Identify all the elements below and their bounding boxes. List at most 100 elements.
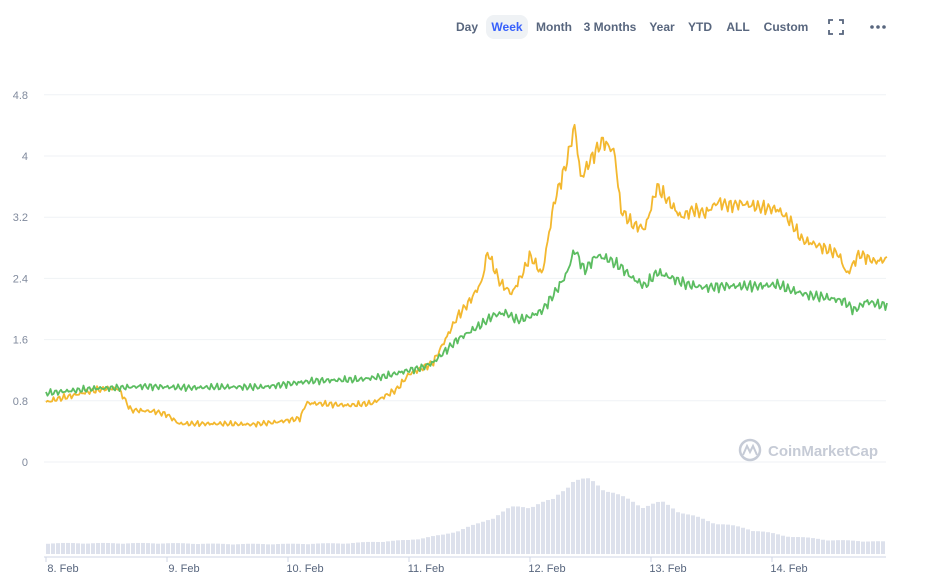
volume-bar xyxy=(776,534,780,554)
volume-bar xyxy=(586,478,590,554)
volume-bar xyxy=(516,506,520,554)
volume-bar xyxy=(346,543,350,554)
time-range-toolbar: Day Week Month 3 Months Year YTD ALL Cus… xyxy=(0,15,926,41)
watermark: CoinMarketCap xyxy=(738,438,878,462)
tab-day[interactable]: Day xyxy=(455,20,478,34)
volume-bar xyxy=(201,543,205,554)
volume-bar xyxy=(661,501,665,554)
volume-bar xyxy=(596,485,600,554)
tab-month[interactable]: Month xyxy=(536,20,572,34)
volume-bar xyxy=(216,543,220,554)
volume-bar xyxy=(291,543,295,554)
y-tick-label: 0 xyxy=(22,457,28,469)
volume-bar xyxy=(51,543,55,554)
volume-bar xyxy=(861,541,865,554)
x-tick-label: 10. Feb xyxy=(286,563,323,575)
volume-bar xyxy=(306,544,310,554)
volume-bar xyxy=(686,514,690,554)
volume-bar xyxy=(466,526,470,554)
volume-bar xyxy=(601,490,605,554)
volume-bar xyxy=(506,508,510,554)
volume-bar xyxy=(671,508,675,554)
volume-bar xyxy=(656,501,660,554)
volume-bar xyxy=(651,503,655,554)
volume-bar xyxy=(771,533,775,554)
volume-bar xyxy=(176,543,180,554)
volume-bar xyxy=(636,505,640,554)
tab-3-months[interactable]: 3 Months xyxy=(583,20,637,34)
volume-bar xyxy=(66,542,70,554)
volume-bar xyxy=(451,532,455,554)
volume-bar xyxy=(851,540,855,554)
fullscreen-icon[interactable] xyxy=(824,15,848,39)
volume-bar xyxy=(556,494,560,554)
tab-all[interactable]: ALL xyxy=(726,20,750,34)
volume-bar xyxy=(456,531,460,554)
volume-bar xyxy=(196,544,200,554)
volume-bar xyxy=(871,541,875,554)
volume-bar xyxy=(271,544,275,554)
volume-bar xyxy=(611,492,615,554)
x-tick-label: 12. Feb xyxy=(528,563,565,575)
tab-ytd[interactable]: YTD xyxy=(688,20,712,34)
more-options-icon[interactable] xyxy=(866,15,890,39)
volume-bar xyxy=(811,538,815,554)
volume-bar xyxy=(441,534,445,554)
volume-bar xyxy=(146,543,150,554)
volume-bar xyxy=(761,531,765,554)
volume-bar xyxy=(521,507,525,554)
volume-bar xyxy=(666,504,670,554)
volume-bar xyxy=(816,538,820,554)
volume-bar xyxy=(121,543,125,554)
volume-bar xyxy=(731,525,735,554)
volume-bar xyxy=(461,529,465,554)
volume-bar xyxy=(236,544,240,554)
volume-bar xyxy=(801,537,805,554)
volume-bar xyxy=(751,531,755,554)
volume-bar xyxy=(356,542,360,554)
volume-bar xyxy=(681,513,685,554)
tab-week[interactable]: Week xyxy=(486,15,528,39)
volume-bar xyxy=(326,543,330,554)
volume-bar xyxy=(361,542,365,554)
volume-bar xyxy=(281,543,285,554)
volume-bar xyxy=(191,543,195,554)
volume-bar xyxy=(701,518,705,554)
volume-bar xyxy=(826,540,830,554)
volume-bar xyxy=(756,531,760,554)
volume-bar xyxy=(241,543,245,554)
volume-bar xyxy=(446,533,450,554)
volume-bar xyxy=(741,527,745,554)
volume-bar xyxy=(401,540,405,554)
volume-bar xyxy=(186,543,190,554)
chart-gridlines xyxy=(44,94,886,463)
x-tick-label: 13. Feb xyxy=(649,563,686,575)
volume-bar xyxy=(211,543,215,554)
volume-bar xyxy=(696,516,700,554)
volume-bar xyxy=(221,543,225,554)
volume-bar xyxy=(301,544,305,554)
volume-bar xyxy=(231,544,235,554)
volume-bar xyxy=(576,479,580,554)
volume-bar xyxy=(61,542,65,554)
volume-bar xyxy=(416,539,420,554)
volume-bar xyxy=(431,536,435,554)
volume-bar xyxy=(546,500,550,554)
x-tick-label: 11. Feb xyxy=(408,563,445,575)
volume-bar xyxy=(251,543,255,554)
volume-bar xyxy=(806,537,810,554)
volume-bar xyxy=(341,543,345,554)
volume-bar xyxy=(141,542,145,554)
tab-custom[interactable]: Custom xyxy=(763,20,809,34)
volume-bar xyxy=(296,543,300,554)
reference-series-line xyxy=(45,249,888,397)
tab-year[interactable]: Year xyxy=(649,20,675,34)
volume-bar xyxy=(541,501,545,554)
y-tick-label: 3.2 xyxy=(13,212,28,224)
volume-bar xyxy=(846,540,850,554)
volume-bar xyxy=(746,529,750,554)
volume-bar xyxy=(81,543,85,554)
volume-bar xyxy=(161,543,165,554)
volume-bar xyxy=(391,540,395,554)
y-tick-label: 2.4 xyxy=(13,273,28,285)
